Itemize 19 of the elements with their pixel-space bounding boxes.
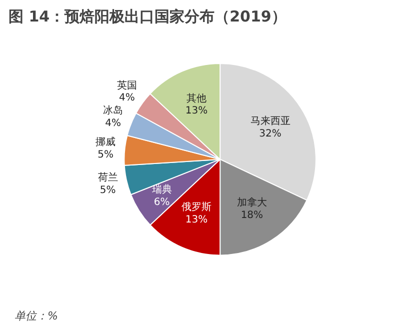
- text: 单位：%: [14, 310, 58, 322]
- chart-title: 图 14：预焙阳极出口国家分布（2019）: [8, 8, 286, 26]
- slice-label: 英国: [116, 79, 137, 92]
- data-label: 13%: [185, 106, 208, 117]
- data-label: 4%: [105, 118, 122, 129]
- slice-label: 其他: [186, 92, 206, 104]
- data-label: 5%: [98, 149, 114, 160]
- slice-label: 马来西亚: [250, 114, 290, 127]
- data-label: 32%: [259, 128, 282, 140]
- data-label: 18%: [240, 210, 264, 222]
- data-label: 13%: [185, 214, 208, 226]
- data-label: 6%: [154, 196, 170, 208]
- data-label: 4%: [119, 92, 135, 104]
- slice-label: 冰岛: [103, 104, 124, 116]
- slice-label: 挪威: [96, 136, 116, 148]
- data-label: 5%: [100, 185, 116, 196]
- slice-label: 荷兰: [98, 172, 118, 184]
- slice-label: 加拿大: [236, 196, 267, 209]
- slice-label: 俄罗斯: [181, 200, 212, 213]
